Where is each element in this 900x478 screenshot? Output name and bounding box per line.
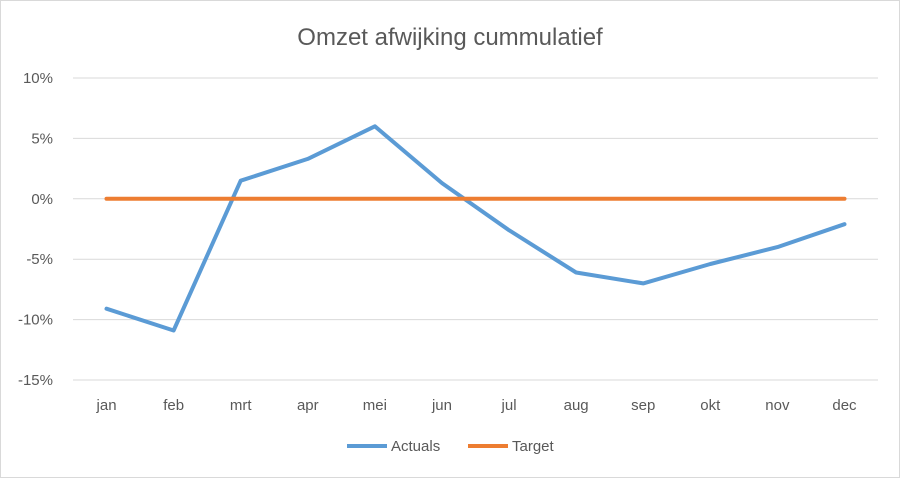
x-tick-label: mrt <box>230 397 252 414</box>
y-tick-label: -10% <box>18 312 53 329</box>
legend-label-actuals: Actuals <box>391 438 440 455</box>
x-axis-ticks: jan feb mrt apr mei jun jul aug sep okt nov dec <box>96 397 858 414</box>
y-tick-label: -5% <box>26 251 53 268</box>
x-tick-label: jan <box>96 397 117 414</box>
x-tick-label: sep <box>631 397 655 414</box>
x-tick-label: mei <box>363 397 387 414</box>
y-axis-ticks: 10% 5% 0% -5% -10% -15% <box>18 70 53 389</box>
x-tick-label: feb <box>163 397 184 414</box>
series-lines <box>104 124 847 333</box>
x-tick-label: aug <box>564 397 589 414</box>
x-tick-label: dec <box>832 397 857 414</box>
chart-title: Omzet afwijking cummulatief <box>297 24 603 51</box>
series-line-actuals <box>104 124 847 333</box>
legend-label-target: Target <box>512 438 555 455</box>
x-tick-label: okt <box>700 397 721 414</box>
x-tick-label: apr <box>297 397 319 414</box>
x-tick-label: nov <box>765 397 790 414</box>
x-tick-label: jul <box>501 397 517 414</box>
legend: Actuals Target <box>347 438 555 455</box>
x-tick-label: jun <box>431 397 452 414</box>
gridlines <box>73 77 878 381</box>
y-tick-label: 5% <box>31 130 53 147</box>
y-tick-label: -15% <box>18 372 53 389</box>
y-tick-label: 10% <box>23 70 53 87</box>
y-tick-label: 0% <box>31 191 53 208</box>
